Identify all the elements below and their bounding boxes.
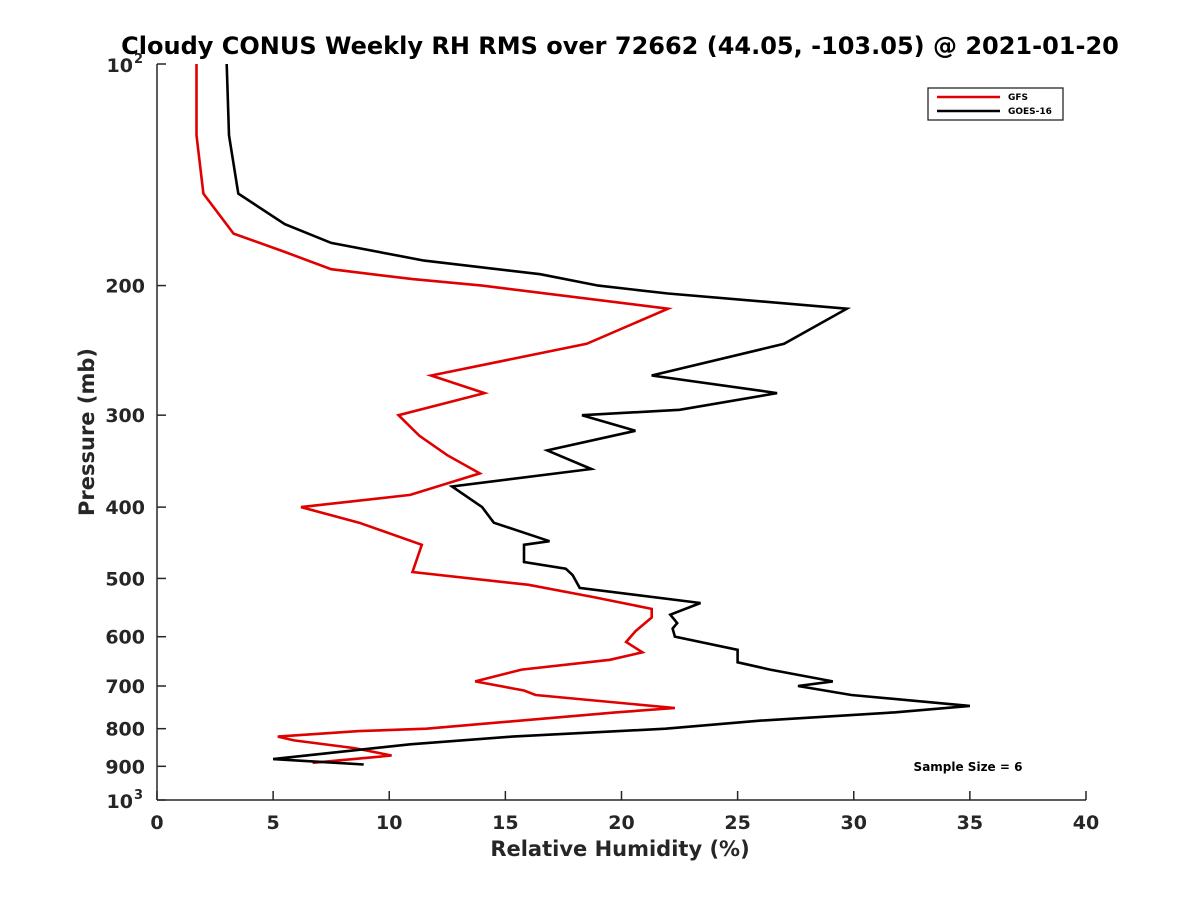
y-tick-label: 10 3 [107, 788, 144, 813]
axes [156, 63, 1087, 801]
legend-label-gfs: GFS [1008, 93, 1028, 103]
x-tick-label: 15 [492, 812, 518, 834]
y-tick-label: 900 [105, 756, 145, 778]
svg-text:10: 10 [107, 791, 133, 813]
y-tick-label: 600 [105, 627, 145, 649]
y-tick-label: 10 2 [107, 52, 144, 77]
svg-text:2: 2 [134, 52, 143, 67]
y-axis-label: Pressure (mb) [75, 348, 99, 516]
chart-title: Cloudy CONUS Weekly RH RMS over 72662 (4… [121, 32, 1119, 60]
y-tick-label: 400 [105, 497, 145, 519]
y-tick-label: 800 [105, 719, 145, 741]
svg-text:3: 3 [134, 788, 143, 803]
x-tick-label: 20 [608, 812, 634, 834]
y-tick-label: 200 [105, 276, 145, 298]
x-tick-label: 25 [724, 812, 750, 834]
series-line-goes-16 [225, 63, 971, 766]
x-tick-label: 40 [1073, 812, 1099, 834]
sample-size-annotation: Sample Size = 6 [914, 760, 1023, 774]
x-tick-label: 5 [267, 812, 280, 834]
series-line-gfs [195, 64, 676, 765]
y-tick-label: 500 [105, 568, 145, 590]
legend-label-goes-16: GOES-16 [1008, 107, 1052, 117]
y-tick-label: 700 [105, 676, 145, 698]
plot-marks [195, 63, 971, 766]
x-tick-label: 10 [376, 812, 402, 834]
svg-text:10: 10 [107, 55, 133, 77]
x-tick-label: 0 [150, 812, 163, 834]
legend: GFS GOES-16 [927, 87, 1064, 121]
x-axis-label: Relative Humidity (%) [490, 837, 749, 861]
y-tick-label: 300 [105, 405, 145, 427]
x-tick-label: 30 [841, 812, 867, 834]
legend-box [927, 87, 1064, 121]
x-tick-label: 35 [957, 812, 983, 834]
